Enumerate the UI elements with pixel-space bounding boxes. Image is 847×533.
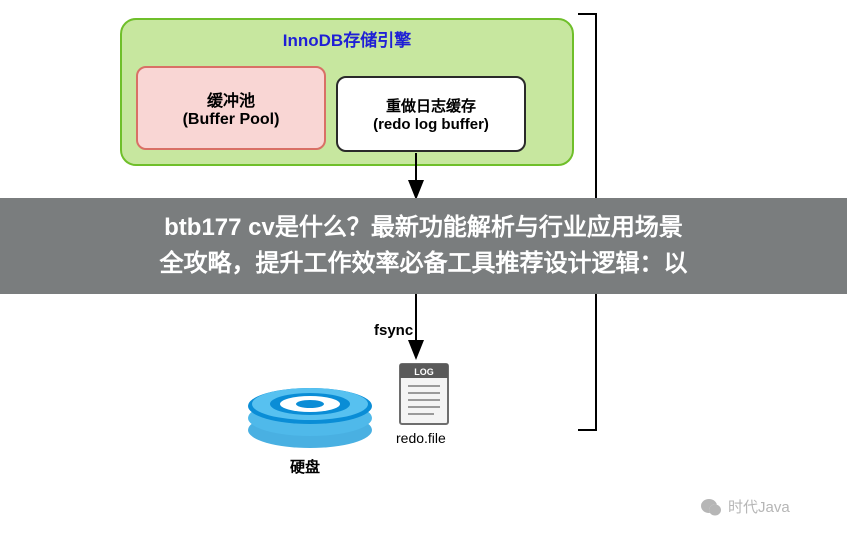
overlay-line2: 全攻略，提升工作效率必备工具推荐设计逻辑：以: [160, 246, 688, 282]
fsync-label: fsync: [374, 322, 413, 339]
overlay-line1: btb177 cv是什么？最新功能解析与行业应用场景: [164, 210, 683, 246]
overlay-banner: btb177 cv是什么？最新功能解析与行业应用场景 全攻略，提升工作效率必备工…: [0, 198, 847, 294]
